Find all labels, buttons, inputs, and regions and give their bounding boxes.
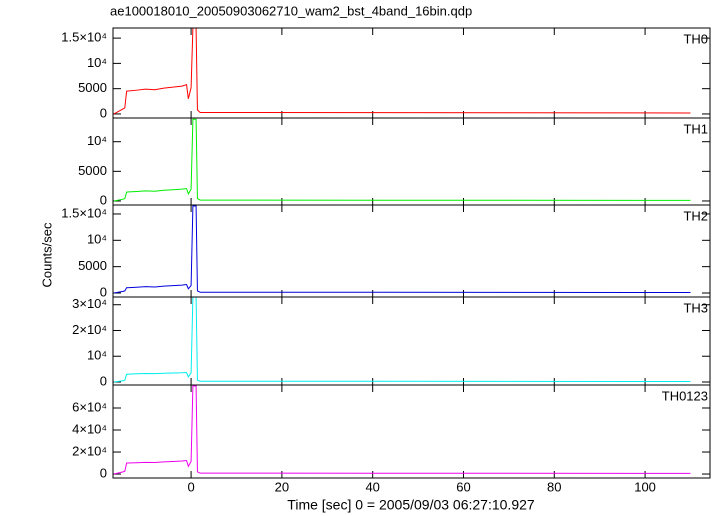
x-tick-label: 60 bbox=[456, 479, 470, 494]
x-tick-label: 0 bbox=[187, 479, 194, 494]
y-tick-label: 4×10⁴ bbox=[72, 421, 107, 436]
y-tick-label: 5000 bbox=[78, 80, 107, 95]
y-tick-label: 10⁴ bbox=[87, 55, 107, 70]
panel-frame bbox=[112, 384, 711, 479]
chart-title: ae100018010_20050903062710_wam2_bst_4ban… bbox=[110, 3, 472, 18]
panel-label: TH2 bbox=[683, 208, 708, 223]
panel-frame bbox=[112, 204, 711, 298]
y-tick-label: 0 bbox=[100, 284, 107, 299]
y-tick-label: 10⁴ bbox=[87, 348, 107, 363]
y-tick-label: 5000 bbox=[78, 163, 107, 178]
y-tick-label: 10⁴ bbox=[87, 232, 107, 247]
panel-frame bbox=[112, 117, 711, 206]
y-tick-label: 1.5×10⁴ bbox=[61, 30, 107, 45]
y-tick-label: 0 bbox=[100, 465, 107, 480]
y-tick-label: 3×10⁴ bbox=[72, 296, 107, 311]
y-tick-label: 0 bbox=[100, 105, 107, 120]
series-line bbox=[113, 385, 691, 475]
y-tick-label: 5000 bbox=[78, 258, 107, 273]
series-line bbox=[113, 296, 691, 383]
y-tick-label: 10⁴ bbox=[87, 133, 107, 148]
y-tick-label: 1.5×10⁴ bbox=[61, 205, 107, 220]
x-axis-label: Time [sec] 0 = 2005/09/03 06:27:10.927 bbox=[287, 497, 535, 513]
y-tick-label: 2×10⁴ bbox=[72, 322, 107, 337]
panel-label: TH3 bbox=[683, 300, 708, 315]
x-tick-label: 20 bbox=[275, 479, 289, 494]
series-line bbox=[113, 205, 691, 294]
series-line bbox=[113, 118, 691, 202]
y-axis-label: Counts/sec bbox=[39, 222, 54, 288]
y-tick-label: 0 bbox=[100, 192, 107, 207]
panel-label: TH0123 bbox=[662, 388, 708, 403]
series-line bbox=[113, 27, 691, 115]
y-tick-label: 0 bbox=[100, 373, 107, 388]
x-tick-label: 80 bbox=[547, 479, 561, 494]
panel-label: TH1 bbox=[683, 121, 708, 136]
panel-frame bbox=[112, 27, 711, 119]
panel-frame bbox=[112, 296, 711, 386]
x-tick-label: 100 bbox=[634, 479, 656, 494]
y-tick-label: 2×10⁴ bbox=[72, 443, 107, 458]
panel-label: TH0 bbox=[683, 31, 708, 46]
y-tick-label: 6×10⁴ bbox=[72, 399, 107, 414]
x-tick-label: 40 bbox=[365, 479, 379, 494]
